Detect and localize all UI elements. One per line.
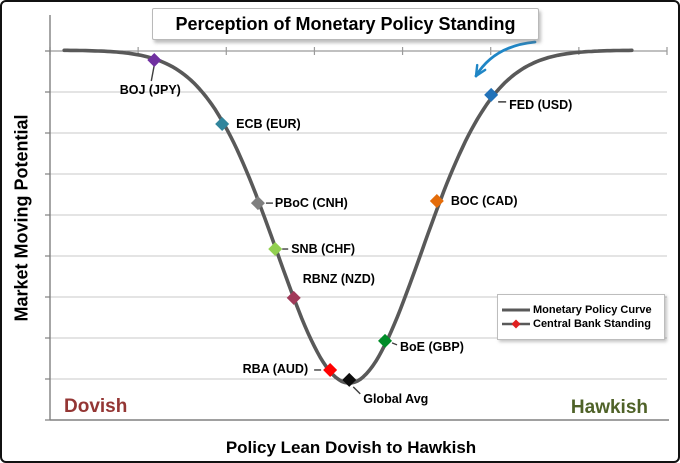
point-label-snb: SNB (CHF) <box>291 242 356 257</box>
annotation-arrow <box>474 40 537 78</box>
y-axis-title: Market Moving Potential <box>11 114 32 322</box>
point-label-boj: BOJ (JPY) <box>119 83 181 98</box>
marker-fed <box>484 87 499 102</box>
marker-boc <box>429 194 444 209</box>
point-label-ecb: ECB (EUR) <box>236 116 301 131</box>
y-axis <box>45 15 51 421</box>
marker-rba <box>323 362 338 377</box>
legend: Monetary Policy Curve Central Bank Stand… <box>497 294 665 340</box>
x-axis-title: Policy Lean Dovish to Hawkish <box>225 438 477 457</box>
point-label-rbnz: RBNZ (NZD) <box>302 271 375 286</box>
hawkish-label: Hawkish <box>570 397 648 418</box>
point-label-fed: FED (USD) <box>509 97 573 112</box>
legend-item-label: Monetary Policy Curve <box>533 304 652 316</box>
point-label-global-avg: Global Avg <box>363 391 429 406</box>
marker-boe <box>378 333 393 348</box>
legend-item-label: Central Bank Standing <box>533 318 651 330</box>
marker-global-avg <box>342 372 357 387</box>
point-label-rba: RBA (AUD) <box>242 361 309 376</box>
marker-snb <box>268 242 283 257</box>
marker-pboc <box>250 196 265 211</box>
chart-title: Perception of Monetary Policy Standing <box>175 13 516 34</box>
legend-item-monetary-policy-curve: Monetary Policy Curve <box>501 304 661 316</box>
marker-boj <box>147 53 162 68</box>
legend-item-central-bank-standing: Central Bank Standing <box>501 318 661 330</box>
point-label-boe: BoE (GBP) <box>400 339 464 354</box>
chart-title-box: Perception of Monetary Policy Standing <box>152 8 539 40</box>
legend-curve-line-sample <box>502 308 530 312</box>
legend-marker-line-sample <box>502 319 530 329</box>
point-label-boc: BOC (CAD) <box>450 194 518 209</box>
dovish-label: Dovish <box>64 396 128 417</box>
leader-lines <box>150 64 507 395</box>
bank-markers <box>147 53 499 387</box>
marker-ecb <box>215 116 230 131</box>
point-label-pboc: PBoC (CNH) <box>274 196 348 211</box>
marker-rbnz <box>286 290 301 305</box>
legend-diamond-icon <box>511 319 521 329</box>
